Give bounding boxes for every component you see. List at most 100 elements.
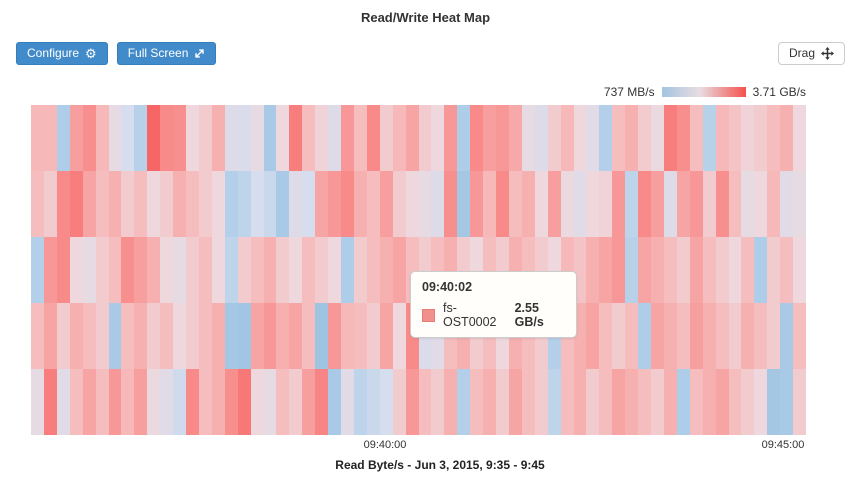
heatmap-cell[interactable] bbox=[728, 171, 742, 237]
heatmap-cell[interactable] bbox=[289, 303, 303, 369]
heatmap-cell[interactable] bbox=[302, 171, 316, 237]
heatmap-cell[interactable] bbox=[715, 237, 729, 303]
heatmap-cell[interactable] bbox=[780, 303, 794, 369]
heatmap-cell[interactable] bbox=[689, 105, 703, 171]
heatmap-cell[interactable] bbox=[82, 105, 96, 171]
heatmap-cell[interactable] bbox=[353, 105, 367, 171]
heatmap-cell[interactable] bbox=[315, 369, 329, 435]
heatmap-cell[interactable] bbox=[224, 105, 238, 171]
heatmap-cell[interactable] bbox=[663, 303, 677, 369]
heatmap-cell[interactable] bbox=[586, 105, 600, 171]
heatmap-cell[interactable] bbox=[612, 303, 626, 369]
heatmap-cell[interactable] bbox=[237, 237, 251, 303]
heatmap-cell[interactable] bbox=[689, 303, 703, 369]
heatmap-cell[interactable] bbox=[108, 303, 122, 369]
heatmap-cell[interactable] bbox=[676, 237, 690, 303]
heatmap-cell[interactable] bbox=[366, 105, 380, 171]
heatmap-cell[interactable] bbox=[211, 171, 225, 237]
heatmap-cell[interactable] bbox=[147, 237, 161, 303]
heatmap-cell[interactable] bbox=[341, 105, 354, 171]
heatmap-cell[interactable] bbox=[663, 237, 677, 303]
heatmap-cell[interactable] bbox=[198, 105, 212, 171]
heatmap-cell[interactable] bbox=[754, 171, 768, 237]
heatmap-cell[interactable] bbox=[121, 237, 135, 303]
heatmap-cell[interactable] bbox=[186, 369, 199, 435]
heatmap-cell[interactable] bbox=[173, 303, 186, 369]
heatmap-cell[interactable] bbox=[31, 303, 44, 369]
heatmap-cell[interactable] bbox=[702, 237, 716, 303]
heatmap-cell[interactable] bbox=[379, 237, 393, 303]
heatmap-cell[interactable] bbox=[379, 369, 393, 435]
heatmap-cell[interactable] bbox=[315, 237, 329, 303]
heatmap-cell[interactable] bbox=[263, 369, 277, 435]
heatmap-cell[interactable] bbox=[237, 303, 251, 369]
heatmap-cell[interactable] bbox=[173, 105, 186, 171]
heatmap-cell[interactable] bbox=[715, 171, 729, 237]
heatmap-cell[interactable] bbox=[431, 369, 445, 435]
heatmap-cell[interactable] bbox=[95, 369, 109, 435]
heatmap-cell[interactable] bbox=[547, 369, 561, 435]
heatmap-cell[interactable] bbox=[431, 105, 445, 171]
heatmap-cell[interactable] bbox=[95, 105, 109, 171]
heatmap-cell[interactable] bbox=[328, 303, 341, 369]
heatmap-cell[interactable] bbox=[586, 237, 600, 303]
heatmap-cell[interactable] bbox=[418, 105, 432, 171]
heatmap-cell[interactable] bbox=[108, 171, 122, 237]
heatmap-cell[interactable] bbox=[160, 105, 174, 171]
heatmap-cell[interactable] bbox=[547, 171, 561, 237]
heatmap-cell[interactable] bbox=[651, 105, 664, 171]
heatmap-cell[interactable] bbox=[69, 303, 83, 369]
heatmap-cell[interactable] bbox=[289, 105, 303, 171]
heatmap-cell[interactable] bbox=[353, 303, 367, 369]
heatmap-cell[interactable] bbox=[160, 237, 174, 303]
heatmap-cell[interactable] bbox=[702, 303, 716, 369]
heatmap-cell[interactable] bbox=[211, 237, 225, 303]
heatmap-cell[interactable] bbox=[560, 171, 574, 237]
heatmap-cell[interactable] bbox=[521, 369, 535, 435]
configure-button[interactable]: Configure ⚙ bbox=[16, 42, 108, 65]
heatmap-cell[interactable] bbox=[638, 171, 651, 237]
heatmap-cell[interactable] bbox=[224, 237, 238, 303]
heatmap-cell[interactable] bbox=[160, 171, 174, 237]
heatmap-cell[interactable] bbox=[534, 105, 548, 171]
heatmap-cell[interactable] bbox=[341, 171, 354, 237]
heatmap-cell[interactable] bbox=[95, 303, 109, 369]
drag-button[interactable]: Drag bbox=[777, 42, 845, 65]
heatmap-cell[interactable] bbox=[198, 303, 212, 369]
heatmap-cell[interactable] bbox=[728, 105, 742, 171]
heatmap-cell[interactable] bbox=[211, 303, 225, 369]
heatmap-cell[interactable] bbox=[470, 171, 484, 237]
heatmap-cell[interactable] bbox=[521, 105, 535, 171]
heatmap-cell[interactable] bbox=[95, 171, 109, 237]
heatmap-cell[interactable] bbox=[741, 303, 755, 369]
heatmap-cell[interactable] bbox=[31, 237, 44, 303]
heatmap-cell[interactable] bbox=[457, 105, 471, 171]
heatmap-cell[interactable] bbox=[392, 171, 406, 237]
heatmap-cell[interactable] bbox=[689, 171, 703, 237]
heatmap-cell[interactable] bbox=[405, 369, 419, 435]
heatmap-cell[interactable] bbox=[767, 171, 781, 237]
heatmap-cell[interactable] bbox=[69, 105, 83, 171]
heatmap-cell[interactable] bbox=[289, 237, 303, 303]
heatmap-cell[interactable] bbox=[353, 237, 367, 303]
heatmap-cell[interactable] bbox=[250, 171, 264, 237]
heatmap-cell[interactable] bbox=[767, 105, 781, 171]
heatmap-cell[interactable] bbox=[741, 171, 755, 237]
heatmap-cell[interactable] bbox=[328, 369, 341, 435]
heatmap-cell[interactable] bbox=[573, 171, 587, 237]
heatmap-cell[interactable] bbox=[250, 369, 264, 435]
heatmap-cell[interactable] bbox=[625, 171, 639, 237]
heatmap-cell[interactable] bbox=[56, 303, 70, 369]
heatmap-cell[interactable] bbox=[418, 369, 432, 435]
heatmap-cell[interactable] bbox=[793, 237, 806, 303]
heatmap-cell[interactable] bbox=[224, 171, 238, 237]
heatmap-cell[interactable] bbox=[612, 171, 626, 237]
heatmap-cell[interactable] bbox=[302, 303, 316, 369]
heatmap-cell[interactable] bbox=[651, 369, 664, 435]
heatmap-cell[interactable] bbox=[315, 303, 329, 369]
heatmap-cell[interactable] bbox=[754, 237, 768, 303]
heatmap-cell[interactable] bbox=[328, 237, 341, 303]
heatmap-cell[interactable] bbox=[586, 303, 600, 369]
heatmap-cell[interactable] bbox=[651, 171, 664, 237]
heatmap-cell[interactable] bbox=[186, 237, 199, 303]
